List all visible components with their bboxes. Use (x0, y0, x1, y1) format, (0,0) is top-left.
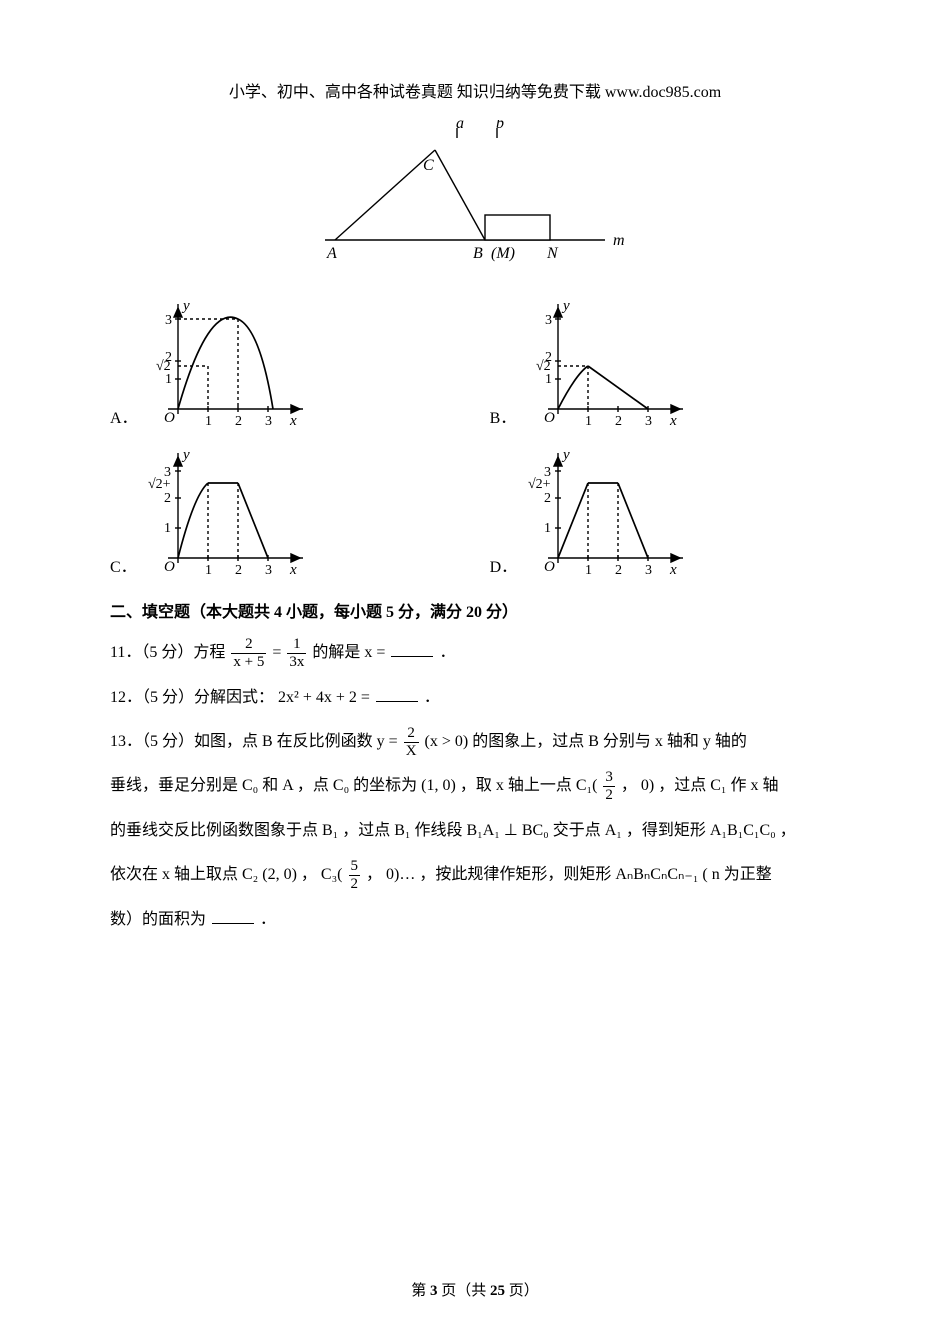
svg-text:y: y (181, 298, 190, 314)
main-figure: a b C A B (M) N m (110, 120, 840, 279)
svg-text:3: 3 (545, 313, 552, 328)
q13-frac2: 3 2 (603, 770, 615, 803)
svg-text:3: 3 (645, 563, 652, 578)
svg-text:2: 2 (544, 491, 551, 506)
triangle-diagram-svg: a b C A B (M) N m (305, 120, 645, 270)
q13-p3: 的垂线交反比例函数图象于点 B₁ ，过点 B₁ 作线段 B₁A₁ ⊥ BC₀ 交… (110, 822, 796, 839)
svg-text:2: 2 (235, 414, 242, 429)
svg-text:1: 1 (545, 372, 552, 387)
svg-text:1: 1 (585, 563, 592, 578)
question-12: 12．（5 分）分解因式： 2x² + 4x + 2 = ． (110, 681, 840, 715)
option-C: C． (110, 443, 460, 588)
q12-prefix: 12．（5 分）分解因式： (110, 689, 274, 706)
q12-suffix: ． (424, 689, 440, 706)
q11-frac-right: 1 3x (287, 637, 306, 670)
svg-text:x: x (669, 413, 677, 429)
svg-text:O: O (544, 410, 555, 426)
svg-text:1: 1 (205, 414, 212, 429)
q11-suffix: ． (439, 644, 455, 661)
svg-text:x: x (289, 562, 297, 578)
opt-label-B: B． (490, 406, 518, 438)
svg-text:1: 1 (164, 521, 171, 536)
svg-text:√2+: √2+ (148, 477, 171, 492)
svg-text:√2+: √2+ (528, 477, 551, 492)
svg-text:2: 2 (164, 491, 171, 506)
svg-text:y: y (561, 447, 570, 463)
svg-text:O: O (164, 559, 175, 575)
option-B: B． (490, 294, 840, 439)
q13-p1b: (x > 0) 的图象上，过点 B 分别与 x 轴和 y 轴的 (425, 733, 747, 750)
question-11: 11．（5 分）方程 2 x + 5 = 1 3x 的解是 x = ． (110, 636, 840, 670)
label-m: m (613, 232, 625, 249)
svg-text:3: 3 (645, 414, 652, 429)
svg-text:3: 3 (165, 313, 172, 328)
svg-text:x: x (289, 413, 297, 429)
options-row-1: A． (110, 294, 840, 439)
option-A: A． (110, 294, 460, 439)
svg-text:y: y (181, 447, 190, 463)
option-A-svg: y 3 √2 2 1 O 1 2 3 x (148, 294, 318, 439)
q13-blank (212, 908, 254, 923)
options-row-2: C． (110, 443, 840, 588)
q13-p4a: 依次在 x 轴上取点 C₂ (2, 0) ， C₃( (110, 866, 343, 883)
svg-text:3: 3 (265, 563, 272, 578)
svg-text:y: y (561, 298, 570, 314)
q12-blank (376, 686, 418, 701)
q13-p4b: ， 0)… ，按此规律作矩形，则矩形 AₙBₙCₙCₙ₋₁ ( n 为正整 (366, 866, 772, 883)
question-13: 13．（5 分）如图，点 B 在反比例函数 y = 2 X (x > 0) 的图… (110, 725, 840, 759)
exam-page: 小学、初中、高中各种试卷真题 知识归纳等免费下载 www.doc985.com … (0, 0, 950, 1344)
svg-text:2: 2 (615, 563, 622, 578)
option-C-svg: y 3 √2+ 2 1 O 1 2 3 x (148, 443, 318, 588)
q13-p2b: ， 0) ，过点 C₁ 作 x 轴 (621, 777, 779, 794)
option-D-svg: y 3 √2+ 2 1 O 1 2 3 x (528, 443, 698, 588)
q13-p5: 数）的面积为 (110, 911, 206, 928)
svg-text:2: 2 (615, 414, 622, 429)
svg-text:2: 2 (545, 350, 552, 365)
question-13-line4: 依次在 x 轴上取点 C₂ (2, 0) ， C₃( 5 2 ， 0)… ，按此… (110, 858, 840, 892)
q13-p1a: 13．（5 分）如图，点 B 在反比例函数 y = (110, 733, 398, 750)
label-A: A (326, 245, 337, 262)
q11-prefix: 11．（5 分）方程 (110, 644, 225, 661)
q13-frac1: 2 X (404, 726, 419, 759)
label-b: b (496, 120, 504, 132)
label-C: C (423, 157, 434, 174)
q13-frac3: 5 2 (349, 859, 361, 892)
svg-text:O: O (164, 410, 175, 426)
q11-frac-left: 2 x + 5 (231, 637, 266, 670)
label-N: N (546, 245, 559, 262)
svg-text:x: x (669, 562, 677, 578)
svg-text:1: 1 (544, 521, 551, 536)
label-a: a (456, 120, 464, 132)
page-footer: 第 3 页（共 25 页） (0, 1279, 950, 1304)
q13-suffix: ． (260, 911, 276, 928)
svg-text:1: 1 (165, 372, 172, 387)
option-B-svg: y 3 √2 2 1 O 1 2 3 x (528, 294, 698, 439)
svg-text:3: 3 (265, 414, 272, 429)
page-header: 小学、初中、高中各种试卷真题 知识归纳等免费下载 www.doc985.com (110, 80, 840, 106)
option-D: D． (490, 443, 840, 588)
question-13-line5: 数）的面积为 ． (110, 903, 840, 937)
svg-text:1: 1 (205, 563, 212, 578)
opt-label-C: C． (110, 555, 138, 587)
q11-mid: 的解是 x = (312, 644, 385, 661)
svg-text:1: 1 (585, 414, 592, 429)
label-M: (M) (491, 245, 515, 262)
footer-total-pages: 25 (490, 1283, 505, 1299)
question-13-line3: 的垂线交反比例函数图象于点 B₁ ，过点 B₁ 作线段 B₁A₁ ⊥ BC₀ 交… (110, 814, 840, 848)
svg-text:O: O (544, 559, 555, 575)
svg-text:2: 2 (165, 350, 172, 365)
section-2-title: 二、填空题（本大题共 4 小题，每小题 5 分，满分 20 分） (110, 600, 840, 626)
q11-blank (391, 642, 433, 657)
q13-p2a: 垂线，垂足分别是 C₀ 和 A ，点 C₀ 的坐标为 (1, 0) ，取 x 轴… (110, 777, 597, 794)
q12-expr: 2x² + 4x + 2 = (278, 689, 370, 706)
svg-text:2: 2 (235, 563, 242, 578)
opt-label-D: D． (490, 555, 518, 587)
footer-page-number: 3 (430, 1283, 438, 1299)
label-B: B (473, 245, 483, 262)
question-13-line2: 垂线，垂足分别是 C₀ 和 A ，点 C₀ 的坐标为 (1, 0) ，取 x 轴… (110, 769, 840, 803)
opt-label-A: A． (110, 406, 138, 438)
